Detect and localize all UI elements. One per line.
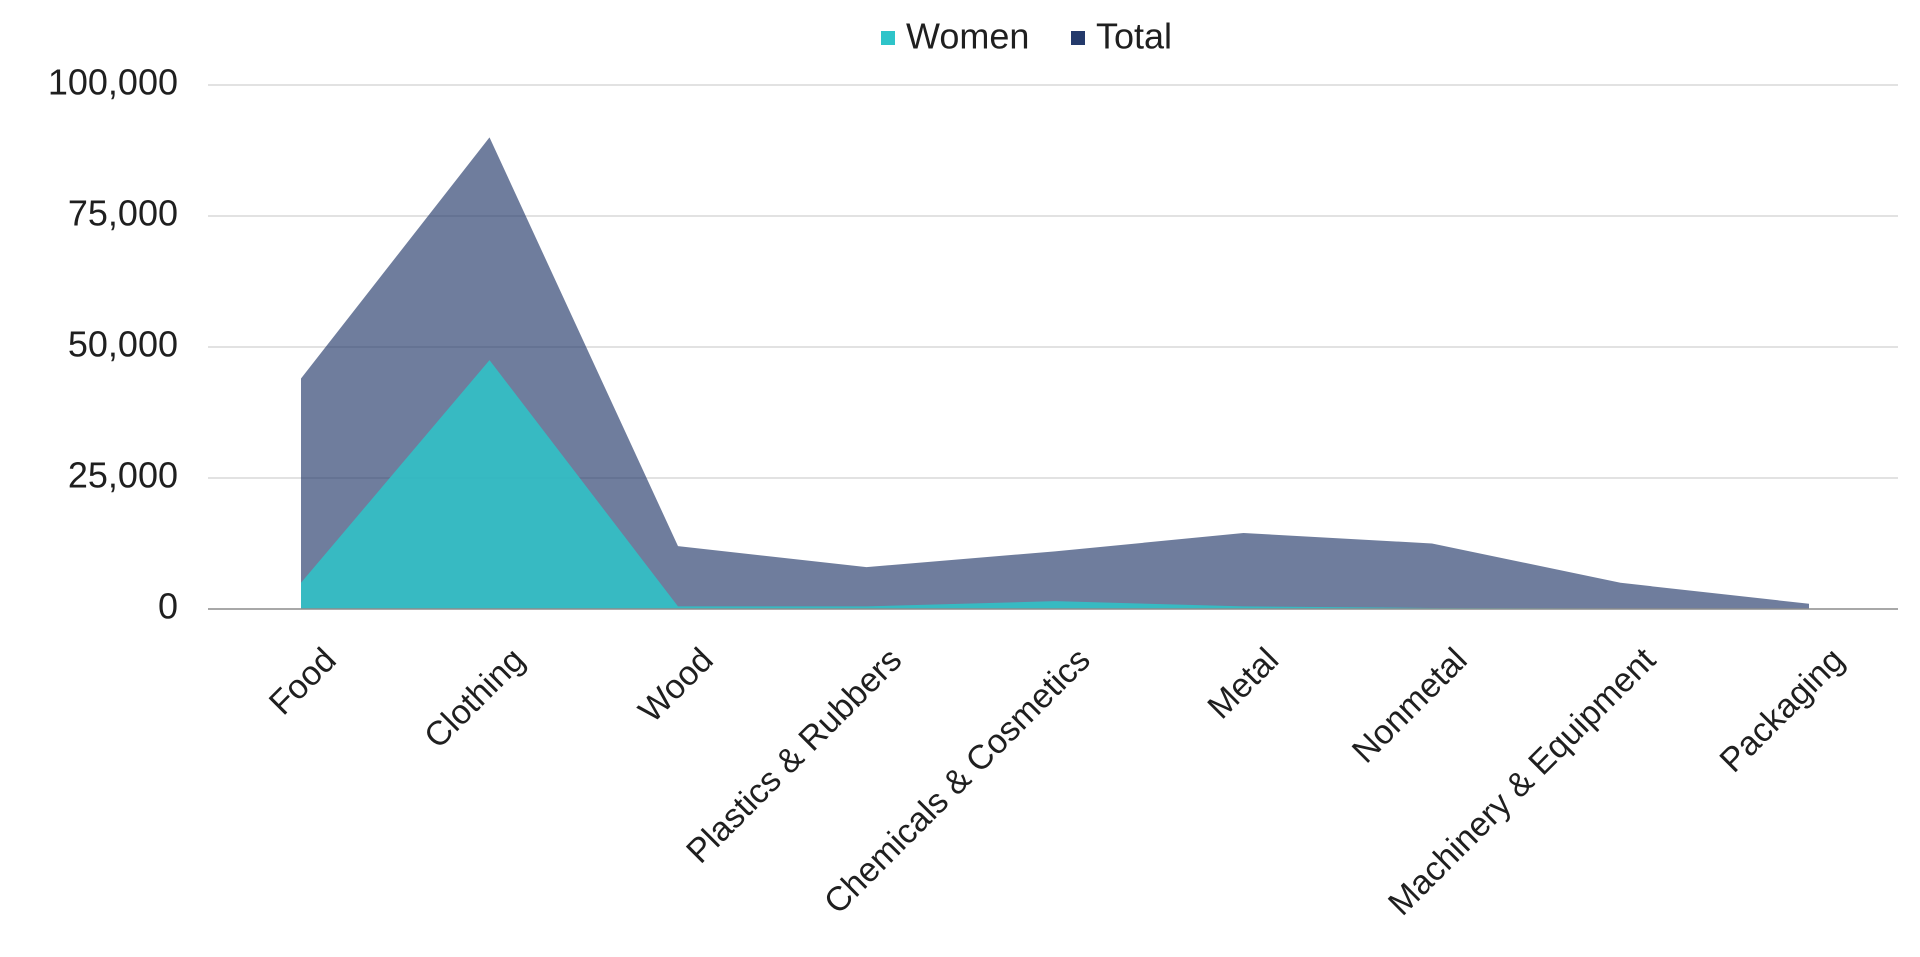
y-tick-label: 0 [158, 586, 178, 627]
legend: Women Total [881, 16, 1172, 57]
legend-swatch-total [1071, 31, 1085, 45]
legend-label-total: Total [1096, 16, 1172, 57]
x-category-label: Food [262, 641, 344, 723]
legend-swatch-women [881, 31, 895, 45]
x-category-label: Packaging [1712, 641, 1851, 780]
x-category-label: Wood [631, 641, 720, 730]
y-tick-label: 100,000 [48, 62, 178, 103]
y-tick-label: 25,000 [68, 455, 178, 496]
series-areas [301, 137, 1809, 609]
x-category-label: Metal [1200, 641, 1286, 727]
area-women [301, 360, 1809, 609]
x-category-label: Clothing [417, 641, 532, 756]
x-category-label: Nonmetal [1345, 641, 1475, 771]
y-axis-ticks: 0 25,000 50,000 75,000 100,000 [48, 62, 178, 627]
legend-label-women: Women [906, 16, 1029, 57]
y-tick-label: 75,000 [68, 193, 178, 234]
y-tick-label: 50,000 [68, 324, 178, 365]
